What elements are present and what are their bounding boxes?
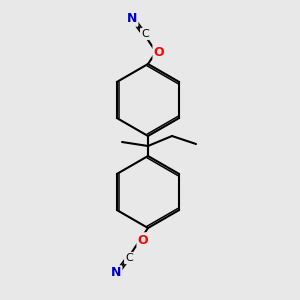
Text: N: N [111,266,121,280]
Text: O: O [138,233,148,247]
Text: C: C [141,29,149,39]
Text: O: O [154,46,164,59]
Text: C: C [125,253,133,263]
Text: N: N [127,13,137,26]
